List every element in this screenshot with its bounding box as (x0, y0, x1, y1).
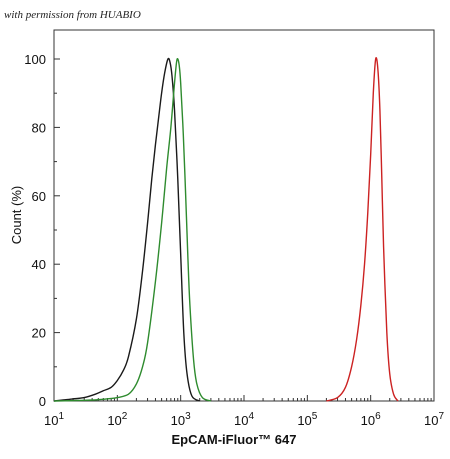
watermark-text: with permission from HUABIO (4, 9, 141, 21)
x-tick-label-4: 105 (297, 411, 317, 428)
x-tick-label-1: 102 (107, 411, 127, 428)
y-tick-label-3: 60 (32, 189, 46, 204)
y-tick-label-5: 100 (24, 52, 46, 67)
x-tick-label-5: 106 (361, 411, 381, 428)
x-tick-label-6: 107 (424, 411, 444, 428)
y-tick-label-1: 20 (32, 326, 46, 341)
series-line-0 (53, 57, 201, 402)
x-tick-label-3: 104 (234, 411, 254, 428)
y-tick-label-0: 0 (39, 394, 46, 409)
x-tick-label-2: 103 (171, 411, 191, 428)
x-axis-title: EpCAM-iFluor™ 647 (172, 432, 297, 447)
y-tick-label-2: 40 (32, 257, 46, 272)
tick-marks (53, 58, 435, 402)
series-line-1 (53, 58, 212, 402)
x-tick-label-0: 101 (44, 411, 64, 428)
series-line-2 (326, 57, 399, 402)
y-axis-title: Count (%) (9, 186, 24, 245)
tick-labels: 101 102 103 104 105 106 107 0 20 40 60 80 100 (24, 52, 444, 428)
y-tick-label-4: 80 (32, 120, 46, 135)
series-lines (53, 57, 399, 402)
plot-frame (53, 29, 435, 402)
